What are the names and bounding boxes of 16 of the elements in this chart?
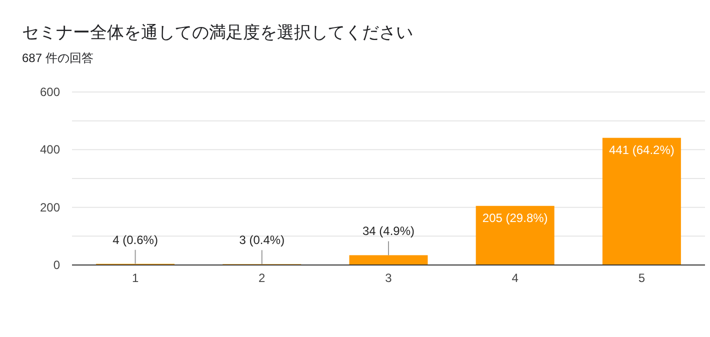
x-tick-label: 2 (258, 271, 266, 285)
data-label: 441 (64.2%) (609, 142, 674, 157)
data-label: 4 (0.6%) (112, 232, 158, 247)
y-tick-label: 200 (40, 200, 60, 214)
x-tick-label: 4 (512, 271, 519, 285)
data-label: 3 (0.4%) (239, 233, 285, 248)
x-tick-label: 5 (638, 271, 646, 285)
chart-title: セミナー全体を通しての満足度を選択してください (22, 23, 413, 42)
y-tick-label: 400 (40, 142, 60, 157)
y-tick-label: 0 (53, 258, 60, 272)
x-tick-label: 1 (132, 271, 139, 285)
chart-subtitle: 687 件の回答 (22, 51, 94, 65)
y-tick-label: 600 (40, 85, 60, 99)
data-label: 205 (29.8%) (482, 210, 548, 225)
data-label: 34 (4.9%) (362, 224, 415, 238)
x-tick-label: 3 (385, 271, 392, 285)
